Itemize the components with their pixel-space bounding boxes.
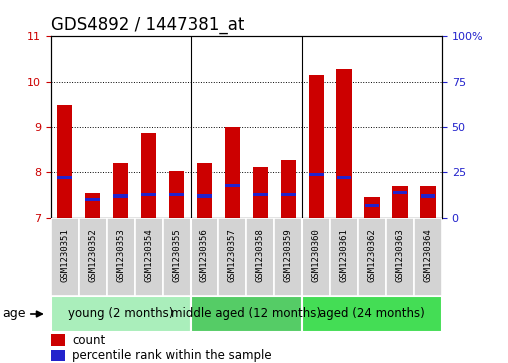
Bar (393, 191, 407, 194)
Text: GSM1230360: GSM1230360 (312, 228, 321, 282)
Bar (141, 133, 156, 218)
Bar (392, 186, 408, 218)
Bar (421, 195, 435, 197)
Bar (414, 218, 442, 296)
Bar (107, 218, 135, 296)
Text: GSM1230358: GSM1230358 (256, 228, 265, 282)
Bar (225, 184, 240, 187)
Bar (51, 350, 65, 362)
Bar (190, 296, 302, 332)
Bar (51, 296, 191, 332)
Bar (281, 193, 296, 196)
Bar (85, 198, 100, 201)
Bar (51, 334, 65, 346)
Bar (57, 176, 72, 179)
Text: GSM1230362: GSM1230362 (368, 228, 376, 282)
Text: GSM1230354: GSM1230354 (144, 228, 153, 282)
Bar (252, 167, 268, 218)
Text: GSM1230355: GSM1230355 (172, 228, 181, 282)
Text: GSM1230351: GSM1230351 (60, 228, 69, 282)
Bar (163, 218, 190, 296)
Bar (336, 69, 352, 218)
Text: GSM1230364: GSM1230364 (424, 228, 432, 282)
Bar (57, 105, 73, 218)
Bar (218, 218, 246, 296)
Text: GDS4892 / 1447381_at: GDS4892 / 1447381_at (51, 16, 244, 34)
Bar (197, 195, 212, 197)
Text: GSM1230361: GSM1230361 (340, 228, 348, 282)
Bar (225, 127, 240, 218)
Bar (135, 218, 163, 296)
Bar (302, 296, 442, 332)
Text: percentile rank within the sample: percentile rank within the sample (72, 349, 272, 362)
Bar (274, 218, 302, 296)
Bar (246, 218, 274, 296)
Text: GSM1230356: GSM1230356 (200, 228, 209, 282)
Bar (113, 195, 128, 197)
Bar (358, 218, 386, 296)
Text: GSM1230352: GSM1230352 (88, 228, 97, 282)
Bar (51, 218, 79, 296)
Text: aged (24 months): aged (24 months) (319, 307, 425, 321)
Text: GSM1230363: GSM1230363 (396, 228, 404, 282)
Bar (190, 218, 218, 296)
Bar (169, 193, 184, 196)
Text: middle aged (12 months): middle aged (12 months) (171, 307, 322, 321)
Bar (79, 218, 107, 296)
Bar (330, 218, 358, 296)
Bar (308, 75, 324, 218)
Text: count: count (72, 334, 106, 347)
Bar (337, 176, 352, 179)
Bar (365, 204, 379, 207)
Bar (364, 197, 380, 218)
Text: GSM1230353: GSM1230353 (116, 228, 125, 282)
Text: age: age (3, 307, 26, 321)
Bar (85, 193, 101, 218)
Bar (420, 186, 436, 218)
Text: GSM1230357: GSM1230357 (228, 228, 237, 282)
Bar (386, 218, 414, 296)
Bar (197, 163, 212, 218)
Text: GSM1230359: GSM1230359 (284, 228, 293, 282)
Text: young (2 months): young (2 months) (68, 307, 173, 321)
Bar (253, 193, 268, 196)
Bar (113, 163, 129, 218)
Bar (169, 171, 184, 218)
Bar (280, 160, 296, 218)
Bar (309, 173, 324, 176)
Bar (302, 218, 330, 296)
Bar (141, 193, 156, 196)
